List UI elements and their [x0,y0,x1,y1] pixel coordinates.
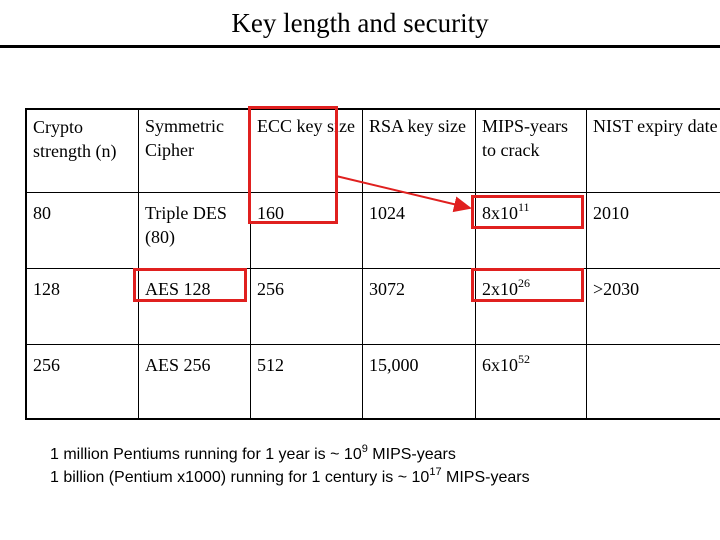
mips-128-highlight-box [471,268,584,302]
cell-nist: >2030 [586,269,720,345]
cell-mips: 6x1052 [475,345,586,419]
cell-ecc: 512 [250,345,362,419]
mips-80-highlight-box [471,195,584,229]
footnote-exponent: 17 [429,466,442,478]
cell-rsa: 1024 [362,193,475,269]
mips-exponent: 52 [518,352,530,366]
cell-nist: 2010 [586,193,720,269]
mips-exponent: 26 [518,276,530,290]
mips-base: 2x10 [482,279,518,299]
cell-rsa: 15,000 [362,345,475,419]
title-divider [0,45,720,48]
footnote-text: 1 billion (Pentium x1000) running for 1 … [50,469,430,486]
mips-exponent: 11 [518,200,530,214]
mips-base: 6x10 [482,355,518,375]
cell-mips: 8x1011 [475,193,586,269]
header-rsa-key-size: RSA key size [362,110,475,192]
key-length-table: Crypto strength (n) Symmetric Cipher ECC… [25,108,720,420]
slide-title: Key length and security [231,8,489,38]
table-header-row: Crypto strength (n) Symmetric Cipher ECC… [27,110,720,192]
footnote-text: 1 million Pentiums running for 1 year is… [50,446,362,463]
cell-ecc: 160 [250,193,362,269]
ecc-highlight-box [248,106,338,224]
mips-base: 8x10 [482,203,518,223]
header-symmetric-cipher: Symmetric Cipher [138,110,250,192]
header-mips-years: MIPS-years to crack [475,110,586,192]
footnote-line: 1 million Pentiums running for 1 year is… [50,443,530,467]
footnote-text: MIPS-years [441,469,530,486]
footnote-text: MIPS-years [367,446,456,463]
cell-strength: 256 [33,355,60,375]
cell-rsa: 3072 [362,269,475,345]
footnote-line: 1 billion (Pentium x1000) running for 1 … [50,466,530,490]
footnotes: 1 million Pentiums running for 1 year is… [50,443,530,490]
cell-ecc: 256 [250,269,362,345]
cell-strength: 128 [33,279,60,299]
table-row: 80 Triple DES (80) 160 1024 8x1011 2010 [27,192,720,269]
cell-cipher: AES 128 [138,269,250,345]
header-crypto-strength: Crypto strength (n) [33,117,117,161]
cell-cipher: AES 256 [138,345,250,419]
footnote-exponent: 9 [361,443,368,455]
aes128-highlight-box [133,268,247,302]
table-row: 128 AES 128 256 3072 2x1026 >2030 [27,268,720,345]
cell-mips: 2x1026 [475,269,586,345]
table-row: 256 AES 256 512 15,000 6x1052 [27,344,720,419]
cell-cipher: Triple DES (80) [138,193,250,269]
cell-nist [586,345,720,419]
cell-strength: 80 [33,203,51,223]
header-nist-expiry: NIST expiry date [586,110,720,192]
